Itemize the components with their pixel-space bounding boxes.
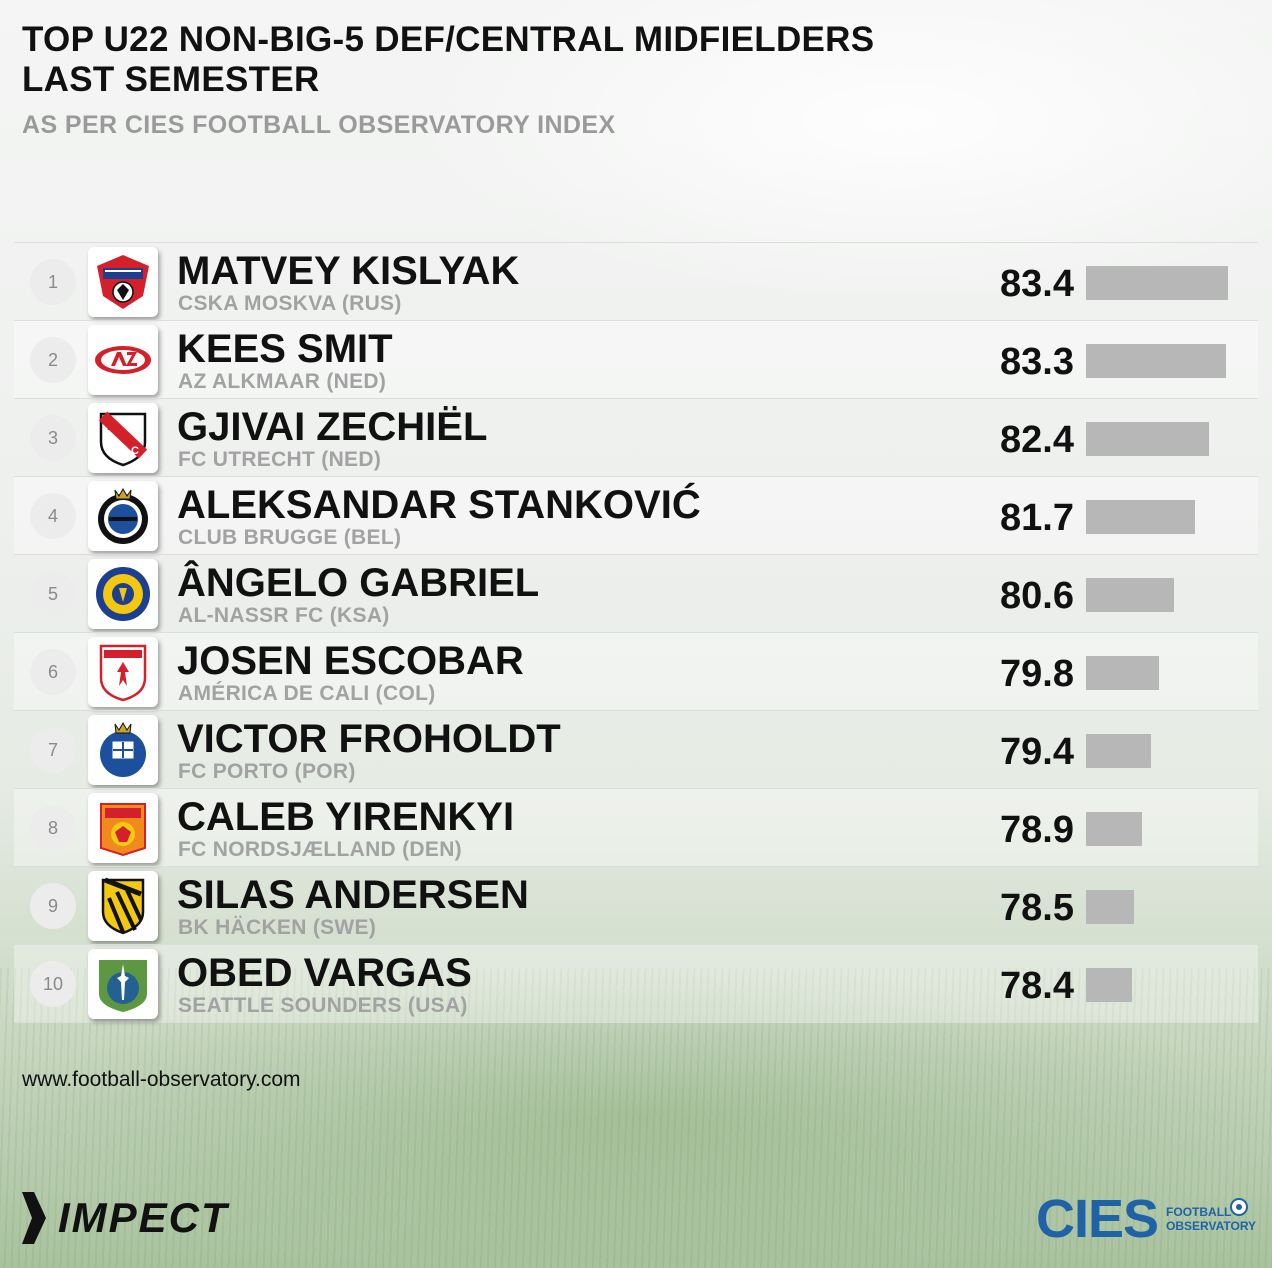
cies-subtitle: FOOTBALL OBSERVATORY bbox=[1166, 1205, 1256, 1233]
cska-moskva-logo bbox=[88, 247, 158, 317]
impect-logo: IMPECT bbox=[18, 1190, 229, 1246]
player-club: CSKA MOSKVA (RUS) bbox=[178, 292, 402, 315]
table-row: 9 SILAS ANDERSEN BK HÄCKEN (SWE) 78.5 bbox=[14, 866, 1258, 944]
player-name: OBED VARGAS bbox=[177, 951, 472, 995]
table-row: 6 JOSEN ESCOBAR AMÉRICA DE CALI (COL) 79.8 bbox=[14, 632, 1258, 710]
index-value-label: 78.4 bbox=[1000, 965, 1074, 1007]
seattle-sounders-logo bbox=[88, 949, 158, 1019]
rank-badge: 4 bbox=[30, 493, 76, 539]
chart-subtitle: AS PER CIES FOOTBALL OBSERVATORY INDEX bbox=[22, 111, 616, 139]
rank-badge: 2 bbox=[30, 337, 76, 383]
rank-badge: 8 bbox=[30, 805, 76, 851]
fc-porto-logo bbox=[88, 715, 158, 785]
index-bar bbox=[1086, 578, 1174, 612]
table-row: 4 ALEKSANDAR STANKOVIĆ CLUB BRUGGE (BEL) 81… bbox=[14, 476, 1258, 554]
cies-logo: CIES FOOTBALL OBSERVATORY bbox=[1036, 1188, 1256, 1250]
player-name: VICTOR FROHOLDT bbox=[177, 717, 561, 761]
bk-hacken-logo bbox=[88, 871, 158, 941]
player-name: CALEB YIRENKYI bbox=[177, 795, 515, 839]
svg-text:C: C bbox=[131, 445, 139, 457]
title-line-1: TOP U22 NON-BIG-5 DEF/CENTRAL MIDFIELDER… bbox=[22, 20, 875, 59]
rank-badge: 6 bbox=[30, 649, 76, 695]
player-name: GJIVAI ZECHIËL bbox=[177, 405, 488, 449]
player-club: AMÉRICA DE CALI (COL) bbox=[178, 682, 436, 705]
cies-wordmark: CIES bbox=[1036, 1189, 1159, 1249]
football-icon bbox=[1230, 1198, 1248, 1216]
table-row: 3 F C GJIVAI ZECHIËL FC UTRECHT (NED) 82.4 bbox=[14, 398, 1258, 476]
player-name: JOSEN ESCOBAR bbox=[177, 639, 524, 683]
index-value-label: 80.6 bbox=[1000, 575, 1074, 617]
index-bar bbox=[1086, 734, 1151, 768]
club-brugge-logo bbox=[88, 481, 158, 551]
rank-badge: 1 bbox=[30, 259, 76, 305]
america-de-cali-logo bbox=[88, 637, 158, 707]
player-name: ÂNGELO GABRIEL bbox=[177, 561, 540, 605]
rank-badge: 3 bbox=[30, 415, 76, 461]
player-club: BK HÄCKEN (SWE) bbox=[178, 916, 377, 939]
player-name: MATVEY KISLYAK bbox=[177, 249, 520, 293]
table-row: 7 VICTOR FROHOLDT FC PORTO (POR) 79.4 bbox=[14, 710, 1258, 788]
index-bar bbox=[1086, 812, 1142, 846]
index-value-label: 83.3 bbox=[1000, 341, 1074, 383]
table-row: 8 CALEB YIRENKYI FC NORDSJÆLLAND (DEN) 78.9 bbox=[14, 788, 1258, 866]
al-nassr-logo bbox=[88, 559, 158, 629]
rank-badge: 9 bbox=[30, 883, 76, 929]
index-bar bbox=[1086, 968, 1132, 1002]
rank-badge: 5 bbox=[30, 571, 76, 617]
player-name: ALEKSANDAR STANKOVIĆ bbox=[177, 483, 701, 527]
index-bar bbox=[1086, 890, 1134, 924]
table-row: 10 OBED VARGAS SEATTLE SOUNDERS (USA) 78.4 bbox=[14, 944, 1258, 1023]
svg-text:F: F bbox=[107, 421, 114, 433]
index-value-label: 83.4 bbox=[1000, 263, 1074, 305]
player-club: AZ ALKMAAR (NED) bbox=[178, 370, 387, 393]
index-bar bbox=[1086, 656, 1159, 690]
player-club: FC UTRECHT (NED) bbox=[178, 448, 382, 471]
fc-nordsjaelland-logo bbox=[88, 793, 158, 863]
table-row: 5 ÂNGELO GABRIEL AL-NASSR FC (KSA) 80.6 bbox=[14, 554, 1258, 632]
rank-badge: 7 bbox=[30, 727, 76, 773]
player-name: KEES SMIT bbox=[177, 327, 393, 371]
index-value-label: 79.4 bbox=[1000, 731, 1074, 773]
index-bar bbox=[1086, 344, 1226, 378]
cies-sub-line-2: OBSERVATORY bbox=[1166, 1219, 1257, 1233]
rank-badge: 10 bbox=[30, 961, 76, 1007]
chart-title: TOP U22 NON-BIG-5 DEF/CENTRAL MIDFIELDER… bbox=[22, 20, 874, 100]
index-value-label: 82.4 bbox=[1000, 419, 1074, 461]
index-value-label: 79.8 bbox=[1000, 653, 1074, 695]
table-row: 1 MATVEY KISLYAK CSKA MOSKVA (RUS) 83.4 bbox=[14, 242, 1258, 320]
ranking-table: 1 MATVEY KISLYAK CSKA MOSKVA (RUS) 83.4 2 KEE… bbox=[14, 242, 1258, 1023]
index-value-label: 81.7 bbox=[1000, 497, 1074, 539]
website-url[interactable]: www.football-observatory.com bbox=[22, 1068, 301, 1091]
player-club: SEATTLE SOUNDERS (USA) bbox=[178, 994, 468, 1017]
az-alkmaar-logo bbox=[88, 325, 158, 395]
title-line-2: LAST SEMESTER bbox=[22, 60, 320, 99]
index-value-label: 78.9 bbox=[1000, 809, 1074, 851]
player-club: FC PORTO (POR) bbox=[178, 760, 356, 783]
player-name: SILAS ANDERSEN bbox=[177, 873, 529, 917]
impect-chevron-icon bbox=[22, 1192, 46, 1244]
player-club: FC NORDSJÆLLAND (DEN) bbox=[178, 838, 462, 861]
index-bar bbox=[1086, 422, 1209, 456]
cies-sub-line-1: FOOTBALL bbox=[1166, 1205, 1232, 1219]
player-club: CLUB BRUGGE (BEL) bbox=[178, 526, 402, 549]
index-value-label: 78.5 bbox=[1000, 887, 1074, 929]
impect-wordmark: IMPECT bbox=[58, 1194, 229, 1241]
index-bar bbox=[1086, 500, 1195, 534]
table-row: 2 KEES SMIT AZ ALKMAAR (NED) 83.3 bbox=[14, 320, 1258, 398]
player-club: AL-NASSR FC (KSA) bbox=[178, 604, 390, 627]
index-bar bbox=[1086, 266, 1228, 300]
